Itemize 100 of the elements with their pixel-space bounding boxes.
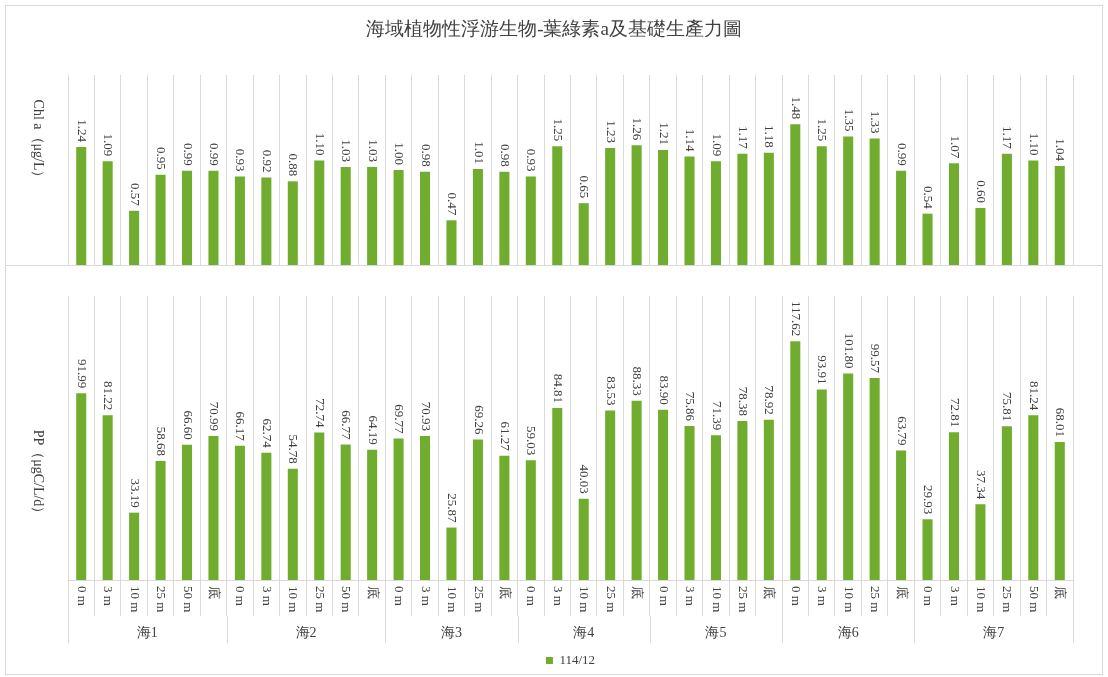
data-label: 1.03 xyxy=(339,139,355,163)
bar xyxy=(816,389,827,580)
text: 海1 xyxy=(136,624,158,640)
data-label: 91.99 xyxy=(74,359,90,389)
bar xyxy=(155,460,166,580)
x-tick-label: 0 m xyxy=(524,586,540,606)
data-label: 75.86 xyxy=(683,391,699,422)
data-label: 1.33 xyxy=(868,110,884,134)
x-tick-label: 10 m xyxy=(974,586,990,613)
bar xyxy=(314,160,325,265)
data-label: 66.60 xyxy=(180,410,196,440)
data-label: 1.35 xyxy=(841,108,857,132)
bar xyxy=(234,445,245,580)
bar xyxy=(287,181,298,265)
data-label: 62.74 xyxy=(259,418,275,449)
data-label: 40.03 xyxy=(577,464,593,494)
x-tick-label: 底 xyxy=(497,586,513,599)
x-tick-label: 3 m xyxy=(101,586,117,606)
data-label: 68.01 xyxy=(1053,407,1069,438)
data-label: 1.26 xyxy=(630,117,646,141)
x-tick-label: 0 m xyxy=(656,586,672,606)
data-label: 1.17 xyxy=(1000,125,1016,150)
data-label: 1.48 xyxy=(788,96,804,120)
bar xyxy=(472,439,483,580)
bar xyxy=(208,170,219,265)
x-tick-label: 底 xyxy=(365,586,381,599)
bar xyxy=(499,171,510,265)
data-label: 78.92 xyxy=(762,385,778,415)
bar xyxy=(552,146,563,265)
bar xyxy=(578,498,589,580)
data-label: 25.87 xyxy=(445,493,461,524)
data-label: 58.68 xyxy=(154,426,170,456)
bar xyxy=(499,455,510,580)
data-label: 1.25 xyxy=(815,118,831,142)
bar xyxy=(1054,442,1065,580)
legend-label: 114/12 xyxy=(559,651,596,667)
data-label: 1.10 xyxy=(1026,132,1042,156)
data-label: 0.98 xyxy=(418,144,434,167)
x-tick-label: 0 m xyxy=(392,586,408,606)
bar xyxy=(314,432,325,580)
data-label: 1.01 xyxy=(471,141,487,164)
data-label: 72.81 xyxy=(947,398,963,428)
bar xyxy=(1054,166,1065,265)
bar xyxy=(76,147,87,265)
data-label: 1.25 xyxy=(550,118,566,142)
bar xyxy=(393,438,404,580)
bar xyxy=(605,410,616,580)
data-label: 64.19 xyxy=(365,415,381,445)
data-label: 88.33 xyxy=(630,366,646,396)
data-label: 84.81 xyxy=(550,373,566,403)
data-label: 70.93 xyxy=(418,401,434,432)
bar xyxy=(472,168,483,265)
data-label: 0.92 xyxy=(259,149,275,173)
bar xyxy=(896,170,907,265)
data-label: 1.21 xyxy=(656,122,672,145)
text: 海2 xyxy=(295,624,317,640)
x-tick-label: 10 m xyxy=(127,586,143,613)
data-label: 78.38 xyxy=(735,386,751,416)
x-tick-label: 3 m xyxy=(683,586,699,606)
bar xyxy=(869,138,880,265)
x-tick-label: 10 m xyxy=(841,586,857,613)
x-tick-label: 50 m xyxy=(1026,586,1042,613)
data-label: 117.62 xyxy=(788,301,804,337)
data-label: 71.39 xyxy=(709,400,725,431)
y-axis-title: PP（μgC/L/d） xyxy=(31,429,47,521)
data-label: 0.99 xyxy=(894,143,910,166)
data-label: 99.57 xyxy=(868,343,884,374)
data-label: 93.91 xyxy=(815,355,831,385)
x-tick-label: 25 m xyxy=(603,586,619,613)
bar xyxy=(129,512,140,580)
x-tick-label: 3 m xyxy=(550,586,566,606)
bar xyxy=(631,145,642,265)
data-label: 0.54 xyxy=(921,185,937,210)
bar xyxy=(605,148,616,265)
x-tick-label: 3 m xyxy=(259,586,275,606)
bar xyxy=(208,435,219,580)
x-tick-label: 25 m xyxy=(312,586,328,613)
x-tick-label: 0 m xyxy=(921,586,937,606)
bar xyxy=(763,152,774,265)
x-tick-label: 50 m xyxy=(339,586,355,613)
bar xyxy=(578,203,589,265)
x-tick-label: 0 m xyxy=(788,586,804,606)
x-tick-label: 底 xyxy=(207,586,223,599)
data-label: 63.79 xyxy=(894,416,910,446)
x-tick-label: 底 xyxy=(762,586,778,599)
data-label: 1.09 xyxy=(101,133,117,157)
bar xyxy=(975,504,986,580)
bar xyxy=(367,449,378,580)
data-label: 1.07 xyxy=(947,135,963,159)
text: 海6 xyxy=(837,624,859,640)
bar xyxy=(684,426,695,580)
data-label: 1.10 xyxy=(312,132,328,156)
bar xyxy=(102,415,113,580)
bar xyxy=(658,149,669,265)
x-tick-label: 50 m xyxy=(180,586,196,613)
bar xyxy=(234,176,245,265)
data-label: 29.93 xyxy=(921,485,937,515)
data-label: 0.99 xyxy=(180,143,196,166)
bar xyxy=(420,436,431,580)
bar xyxy=(261,177,272,265)
